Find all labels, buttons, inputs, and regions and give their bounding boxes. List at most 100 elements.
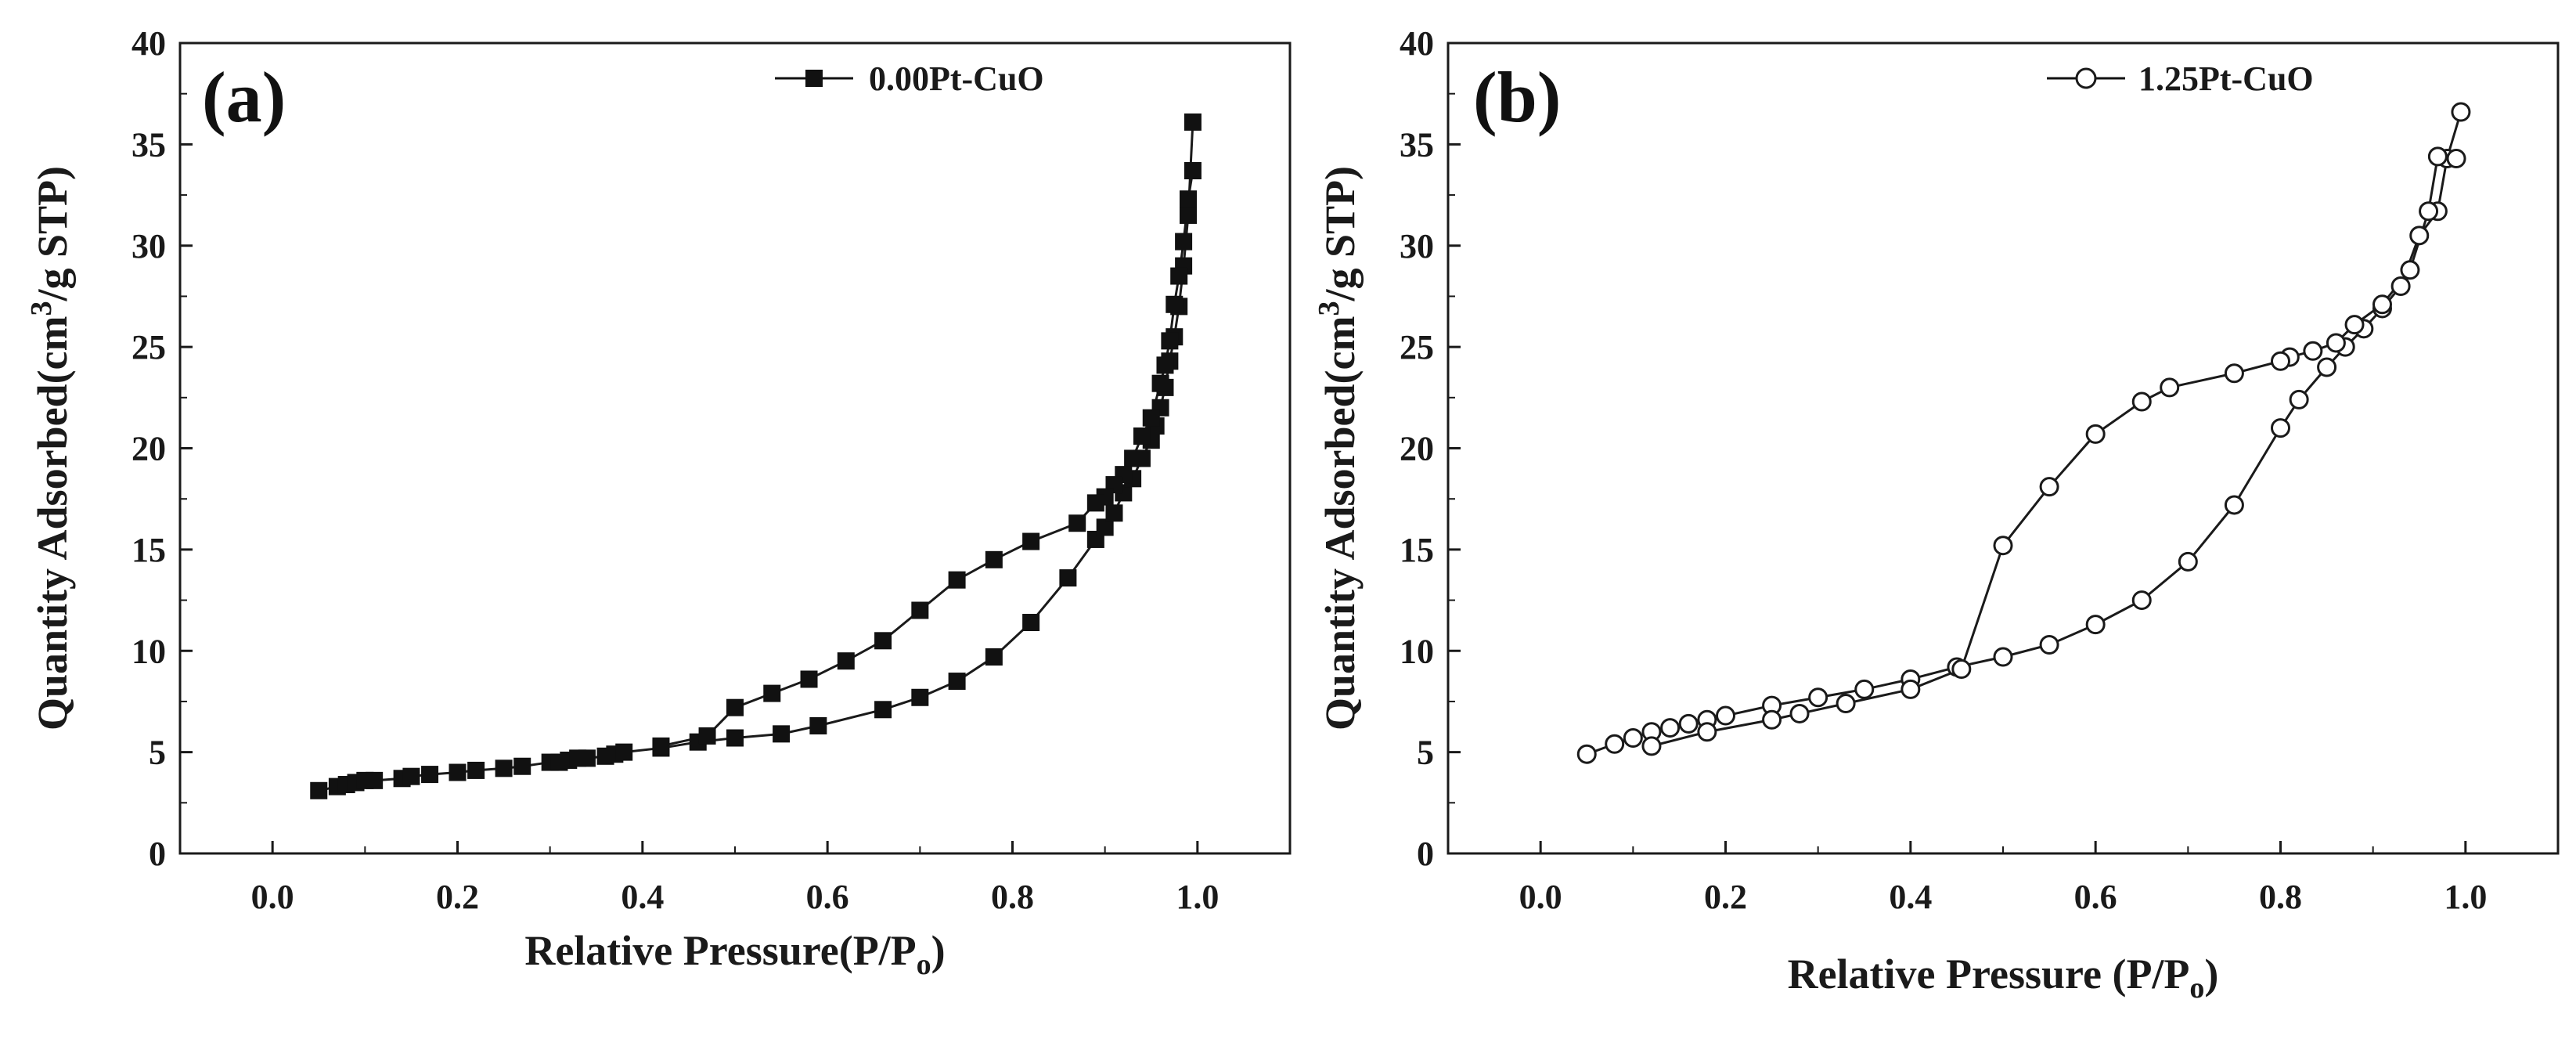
desorption-point	[1151, 374, 1169, 392]
chart-panel-b: 0.0 0.2 0.4 0.6 0.8 1.0 0 5 10 15 20 25 30 35 40 (b) 1…	[1313, 24, 2560, 1005]
desorption-point	[1175, 233, 1193, 251]
desorption-point	[652, 737, 670, 755]
adsorption-point	[495, 759, 513, 777]
adsorption-point	[874, 701, 892, 719]
desorption-point	[2427, 146, 2448, 167]
y-tick-label: 15	[1400, 531, 1434, 569]
desorption-point	[1697, 722, 1717, 742]
x-tick-label: 0.2	[436, 878, 479, 916]
y-tick-label: 40	[1400, 24, 1434, 63]
adsorption-point	[1059, 569, 1077, 587]
plot-frame	[178, 41, 1292, 855]
desorption-point	[726, 698, 744, 716]
panel-label: (b)	[1473, 57, 1561, 137]
x-tick-label: 0.2	[1704, 878, 1747, 916]
adsorption-point	[2039, 634, 2059, 655]
adsorption-point	[2131, 590, 2152, 611]
adsorption-point	[911, 688, 929, 706]
adsorption-point	[2224, 495, 2244, 515]
y-axis-title: Quantity Adsorbed(cm3/g STP)	[25, 166, 76, 731]
y-tick-label: 20	[1400, 430, 1434, 468]
x-tick-label: 0.4	[1889, 878, 1932, 916]
adsorption-point	[1854, 679, 1875, 699]
desorption-point	[1836, 694, 1856, 714]
adsorption-point	[467, 761, 485, 779]
adsorption-point	[1678, 713, 1699, 734]
x-tick-label: 1.0	[2444, 878, 2487, 916]
desorption-point	[1161, 332, 1179, 350]
desorption-point	[698, 727, 716, 745]
desorption-point	[1166, 295, 1184, 313]
desorption-point	[2372, 294, 2392, 315]
adsorption-point	[2178, 551, 2198, 572]
y-tick-label: 30	[132, 227, 166, 265]
x-tick-label: 0.0	[251, 878, 294, 916]
adsorption-point	[1808, 687, 1828, 708]
adsorption-point	[1096, 518, 1114, 536]
desorption-point	[2131, 391, 2152, 412]
adsorption-point	[2085, 615, 2106, 635]
desorption-point	[1951, 659, 1972, 680]
adsorption-point	[809, 716, 827, 734]
adsorption-point	[421, 766, 439, 784]
desorption-point	[1789, 703, 1810, 723]
adsorption-point	[1605, 734, 1625, 754]
adsorption-point	[1993, 647, 2013, 667]
desorption-point	[2085, 424, 2106, 444]
adsorption-point	[1660, 718, 1681, 738]
adsorption-point	[2271, 418, 2290, 438]
y-tick-label: 35	[132, 125, 166, 164]
x-tick-label: 0.0	[1519, 878, 1562, 916]
adsorption-point	[1022, 614, 1040, 632]
y-tick-label: 20	[132, 430, 166, 468]
adsorption-point	[1576, 744, 1597, 764]
adsorption-point	[449, 763, 467, 781]
legend: 0.00Pt-CuO	[775, 60, 1044, 98]
x-axis-title: Relative Pressure(P/Po)	[524, 927, 945, 981]
desorption-point	[2224, 363, 2244, 384]
desorption-point	[1184, 162, 1202, 180]
y-tick-label: 0	[1417, 835, 1434, 873]
adsorption-point	[2451, 102, 2471, 122]
adsorption-point	[773, 725, 791, 743]
desorption-point	[2271, 351, 2290, 371]
desorption-point	[1762, 709, 1782, 730]
y-tick-label: 5	[1417, 734, 1434, 772]
desorption-point	[2400, 260, 2420, 280]
y-tick-label: 5	[149, 734, 166, 772]
adsorption-point	[615, 743, 633, 761]
adsorption-point	[2390, 276, 2411, 296]
desorption-point	[1180, 190, 1198, 208]
desorption-point	[1641, 736, 1662, 756]
desorption-point	[837, 652, 855, 670]
desorption-point	[1142, 409, 1160, 427]
adsorption-point	[2317, 357, 2337, 377]
y-tick-label: 40	[132, 24, 166, 63]
adsorption-point	[1180, 206, 1198, 224]
adsorption-point	[948, 673, 966, 691]
desorption-point	[1124, 449, 1142, 467]
desorption-point	[2419, 201, 2439, 222]
plot-frame	[1447, 41, 2560, 855]
desorption-point	[1156, 356, 1174, 374]
desorption-point	[2303, 341, 2323, 361]
desorption-point	[1170, 267, 1188, 285]
panel-label: (a)	[202, 57, 286, 137]
adsorption-point	[366, 771, 384, 789]
desorption-point	[985, 550, 1003, 568]
x-tick-label: 0.4	[621, 878, 664, 916]
chart-panel-a: 0.0 0.2 0.4 0.6 0.8 1.0 0 5 10 15 20 25 30 35 40 (a) 0…	[25, 24, 1292, 981]
desorption-point	[1993, 536, 2013, 556]
x-tick-label: 1.0	[1176, 878, 1219, 916]
legend-label: 1.25Pt-CuO	[2138, 60, 2314, 98]
desorption-point	[763, 684, 781, 702]
desorption-point	[2446, 148, 2466, 168]
y-tick-label: 10	[132, 632, 166, 670]
x-axis-title: Relative Pressure (P/Po)	[1788, 951, 2219, 1005]
adsorption-point	[1105, 504, 1123, 522]
y-tick-label: 25	[1400, 328, 1434, 366]
desorption-point	[2326, 333, 2346, 353]
desorption-point	[1900, 679, 1921, 699]
desorption-point	[874, 632, 892, 650]
